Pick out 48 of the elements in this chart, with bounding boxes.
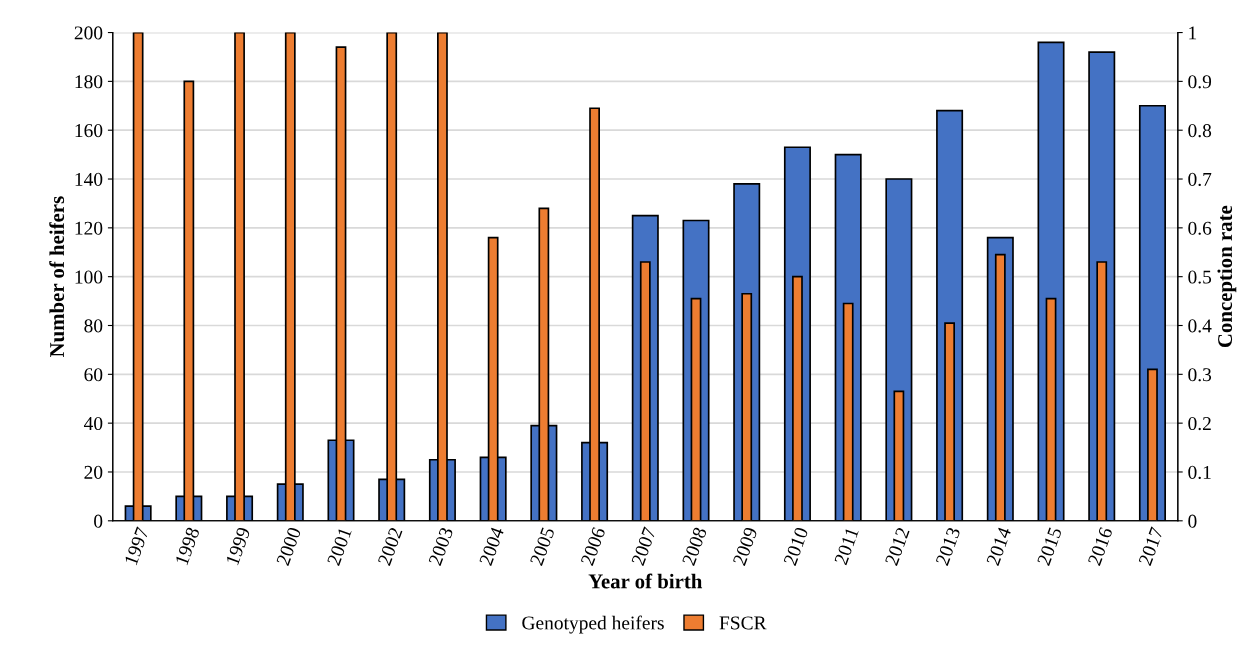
x-tick-label: 2008 [681,526,707,567]
y-tick-label: 160 [75,124,103,138]
x-tick-label: 2016 [1087,526,1113,567]
y-tick-label: 100 [75,270,103,284]
x-tick-label: 2012 [884,526,910,567]
y2-tick-label: 0.3 [1188,368,1212,382]
y2-tick-label: 1 [1189,26,1197,40]
x-tick-label: 2011 [834,526,859,566]
y-tick-label: 20 [84,465,103,479]
x-tick-label: 2004 [479,526,505,567]
y2-tick-label: 0 [1188,514,1197,528]
y-tick-label: 120 [75,221,103,235]
y2-tick-label: 0.7 [1188,172,1212,187]
y-tick-label: 40 [83,416,103,431]
y-axis-title: Number of heifers [49,196,65,358]
y-tick-label: 200 [74,26,103,40]
y2-tick-label: 0.5 [1188,270,1212,284]
y-tick-label: 80 [84,319,103,333]
x-tick-label: 2006 [580,526,606,567]
x-tick-label: 1999 [225,526,251,566]
y2-tick-label: 0.6 [1188,221,1212,235]
x-tick-label: 2000 [276,526,302,567]
x-tick-label: 2007 [631,526,657,567]
y2-tick-label: 0.9 [1188,75,1212,89]
x-tick-label: 2001 [326,526,352,567]
x-tick-label: 2003 [428,526,454,567]
y2-tick-label: 0.4 [1188,319,1212,333]
x-tick-label: 2017 [1138,526,1164,567]
x-tick-label: 1997 [124,526,150,566]
y-tick-label: 180 [75,75,103,89]
y2-tick-label: 0.1 [1188,465,1211,479]
y2-axis-title: Conception rate [1217,205,1237,348]
y2-tick-label: 0.2 [1188,416,1211,431]
x-tick-label: 2013 [935,526,961,567]
x-tick-label: 2014 [986,526,1012,567]
x-tick-label: 2015 [1036,526,1062,567]
x-tick-label: 2009 [732,526,758,567]
legend-label: FSCR [719,616,767,630]
y2-tick-label: 0.8 [1188,124,1212,138]
x-tick-label: 2005 [529,526,555,567]
x-tick-label: 2002 [377,526,403,567]
x-axis-title: Year of birth [588,573,703,589]
x-tick-label: 1998 [175,526,200,566]
y-tick-label: 0 [94,514,103,528]
x-tick-label: 2010 [783,526,809,567]
y-tick-label: 60 [84,368,103,382]
y-tick-label: 140 [75,172,103,186]
legend-label: Genotyped heifers [522,615,664,634]
